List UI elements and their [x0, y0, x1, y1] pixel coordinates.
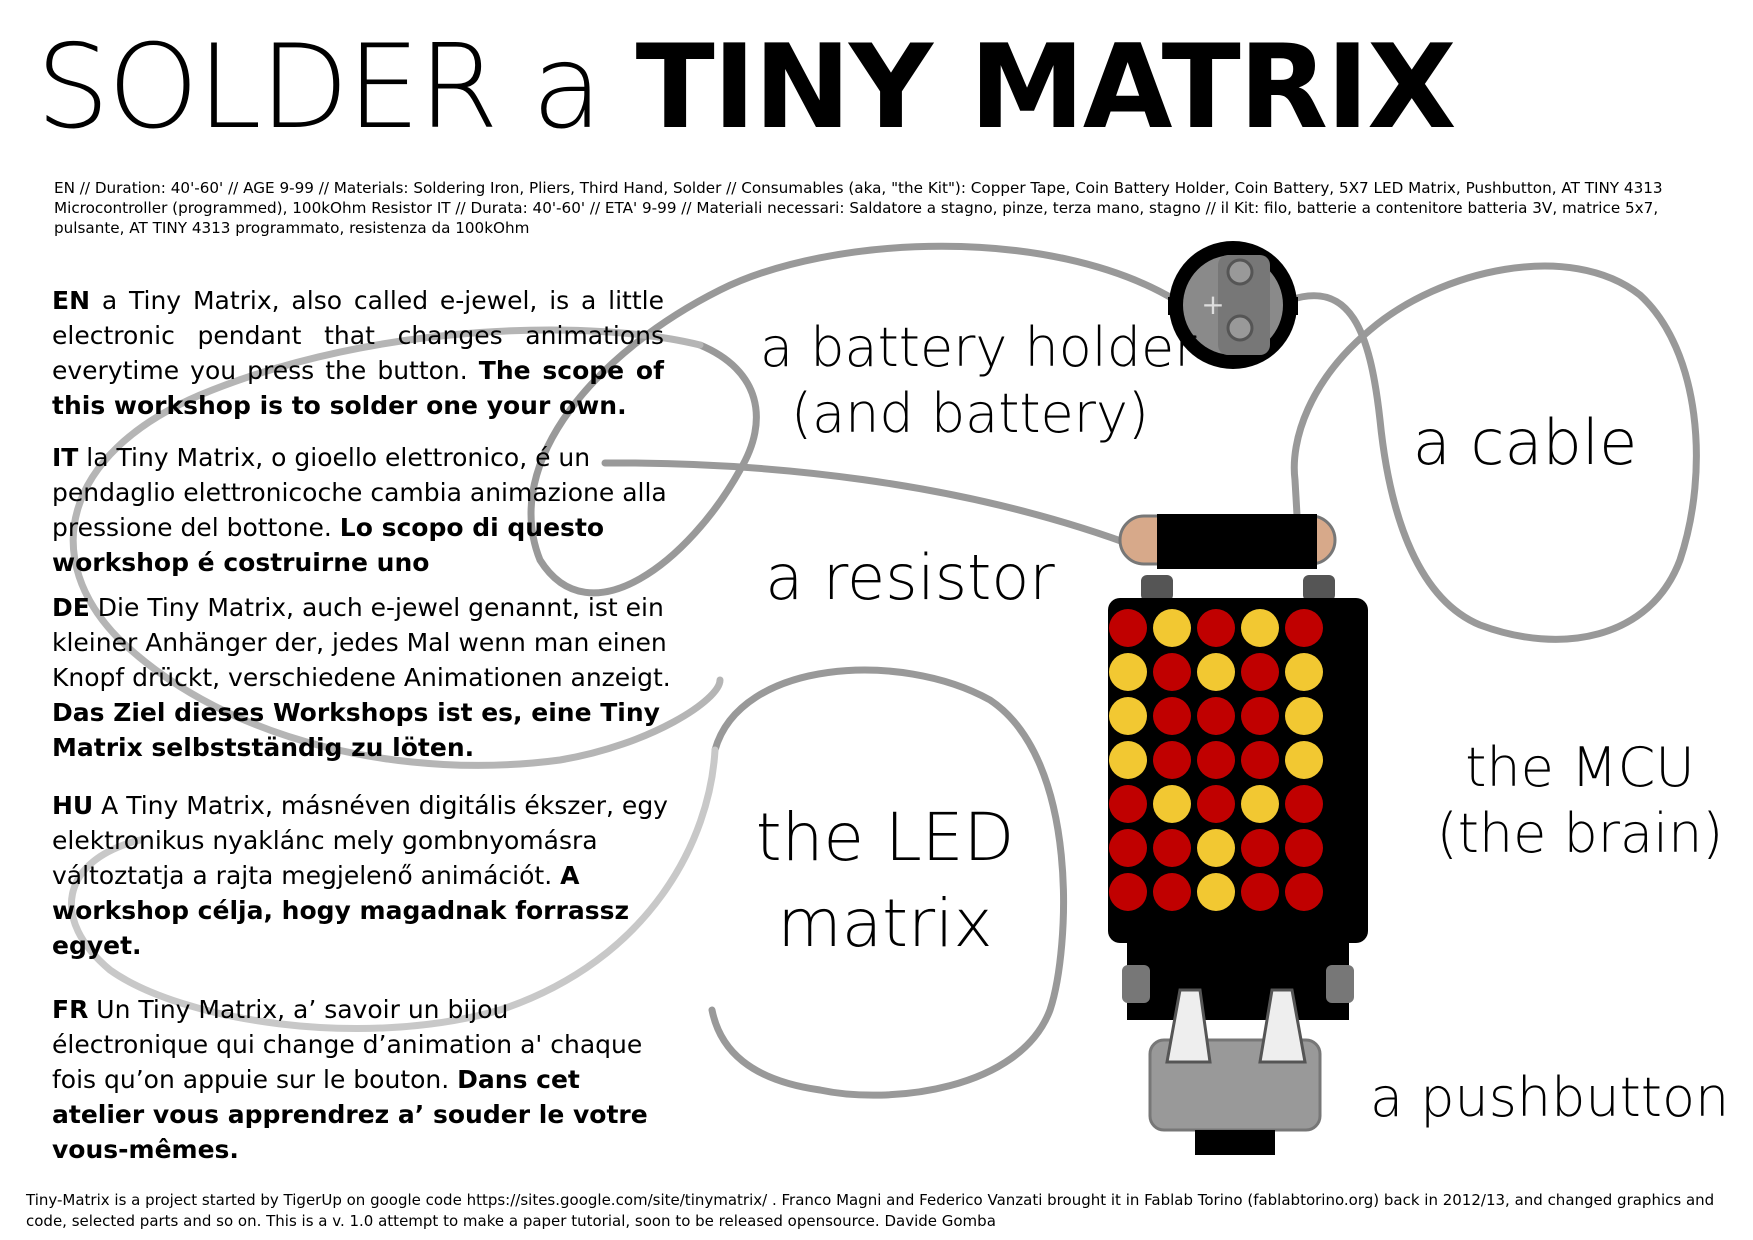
lang-code-de: DE	[52, 593, 90, 622]
lang-code-it: IT	[52, 443, 79, 472]
led-r4-c1	[1109, 741, 1147, 779]
label-cable: a cable	[1412, 406, 1638, 479]
led-r5-c2	[1153, 785, 1191, 823]
led-r4-c5	[1285, 741, 1323, 779]
pushbutton-leg-right	[1258, 988, 1307, 1064]
footer-credits: Tiny-Matrix is a project started by Tige…	[26, 1191, 1715, 1230]
paragraph-en-text: a Tiny Matrix, also called e-jewel, is a…	[52, 286, 664, 385]
led-r3-c5	[1285, 697, 1323, 735]
led-r3-c4	[1241, 697, 1279, 735]
paragraph-en-bold: The scope of this workshop is to solder …	[52, 356, 664, 420]
cable-left-loop	[69, 326, 724, 769]
led-r1-c5	[1285, 609, 1323, 647]
led-matrix	[1109, 609, 1323, 911]
cable-right-loop	[1286, 262, 1700, 643]
paragraph-en: EN a Tiny Matrix, also called e-jewel, i…	[52, 283, 664, 423]
label-resistor: a resistor	[765, 541, 1055, 614]
cables	[68, 242, 1700, 1099]
pushbutton-leg-left	[1165, 988, 1212, 1064]
label-battery-line-1: a battery holder	[760, 316, 1197, 379]
workshop-details: EN // Duration: 40'-60' // AGE 9-99 // M…	[54, 179, 1663, 237]
paragraph-fr-bold: Dans cet atelier vous apprendrez a’ soud…	[52, 1065, 648, 1164]
led-r6-c1	[1109, 829, 1147, 867]
label-pushbutton: a pushbutton	[1370, 1066, 1730, 1129]
paragraph-fr: FR Un Tiny Matrix, a’ savoir un bijou él…	[52, 992, 672, 1167]
cable-led-loop	[708, 666, 1067, 1099]
led-r1-c1	[1109, 609, 1147, 647]
cable-bottom-left	[68, 746, 719, 1033]
label-led-line-1: the LED	[755, 799, 1015, 876]
led-r1-c3	[1197, 609, 1235, 647]
led-r6-c5	[1285, 829, 1323, 867]
paragraph-hu: HU A Tiny Matrix, másnéven digitális éks…	[52, 788, 672, 963]
paragraph-de-bold: Das Ziel dieses Workshops ist es, eine T…	[52, 698, 660, 762]
paragraph-de-text: Die Tiny Matrix, auch e-jewel genannt, i…	[52, 593, 671, 692]
led-r2-c2	[1153, 653, 1191, 691]
paragraph-hu-bold: A workshop célja, hogy magadnak forrassz…	[52, 861, 630, 960]
led-r4-c2	[1153, 741, 1191, 779]
led-r7-c2	[1153, 873, 1191, 911]
label-led-matrix: the LED matrix	[750, 795, 1020, 967]
board-body	[1108, 598, 1368, 943]
led-r2-c1	[1109, 653, 1147, 691]
led-r1-c4	[1241, 609, 1279, 647]
label-mcu-line-2: (the brain)	[1436, 802, 1724, 865]
led-r6-c3	[1197, 829, 1235, 867]
title-light: SOLDER a	[36, 20, 636, 155]
led-r3-c3	[1197, 697, 1235, 735]
page-title: SOLDER a TINY MATRIX	[36, 18, 1457, 157]
battery-plus-sign: +	[1201, 288, 1224, 321]
pushbutton-part	[1148, 988, 1322, 1155]
led-r5-c1	[1109, 785, 1147, 823]
lang-code-hu: HU	[52, 791, 94, 820]
led-r4-c4	[1241, 741, 1279, 779]
title-bold: TINY MATRIX	[635, 20, 1457, 155]
led-r7-c4	[1241, 873, 1279, 911]
label-led-line-2: matrix	[777, 885, 993, 962]
cable-resistor	[601, 459, 1144, 552]
label-mcu: the MCU (the brain)	[1420, 735, 1740, 867]
led-r6-c4	[1241, 829, 1279, 867]
paragraph-it-bold: Lo scopo di questo workshop é costruirne…	[52, 513, 605, 577]
led-r2-c5	[1285, 653, 1323, 691]
led-r7-c3	[1197, 873, 1235, 911]
label-battery-holder: a battery holder (and battery)	[760, 315, 1197, 447]
led-r3-c1	[1109, 697, 1147, 735]
battery-holder: +	[1168, 241, 1298, 369]
paragraph-hu-text: A Tiny Matrix, másnéven digitális ékszer…	[52, 791, 668, 890]
led-r5-c3	[1197, 785, 1235, 823]
led-r7-c5	[1285, 873, 1323, 911]
lang-code-fr: FR	[52, 995, 89, 1024]
led-r4-c3	[1197, 741, 1235, 779]
paragraph-de: DE Die Tiny Matrix, auch e-jewel genannt…	[52, 590, 672, 765]
led-r7-c1	[1109, 873, 1147, 911]
label-battery-line-2: (and battery)	[791, 382, 1149, 445]
led-r3-c2	[1153, 697, 1191, 735]
paragraph-it-text: la Tiny Matrix, o gioello elettronico, é…	[52, 443, 667, 542]
led-r2-c3	[1197, 653, 1235, 691]
label-mcu-line-1: the MCU	[1465, 736, 1695, 799]
cable-battery-left	[527, 242, 1179, 597]
led-r5-c4	[1241, 785, 1279, 823]
led-r5-c5	[1285, 785, 1323, 823]
paragraph-it: IT la Tiny Matrix, o gioello elettronico…	[52, 440, 672, 580]
led-r2-c4	[1241, 653, 1279, 691]
lang-code-en: EN	[52, 286, 91, 315]
circuit-board	[1108, 514, 1368, 1020]
paragraph-fr-text: Un Tiny Matrix, a’ savoir un bijou élect…	[52, 995, 643, 1094]
led-r1-c2	[1153, 609, 1191, 647]
led-r6-c2	[1153, 829, 1191, 867]
